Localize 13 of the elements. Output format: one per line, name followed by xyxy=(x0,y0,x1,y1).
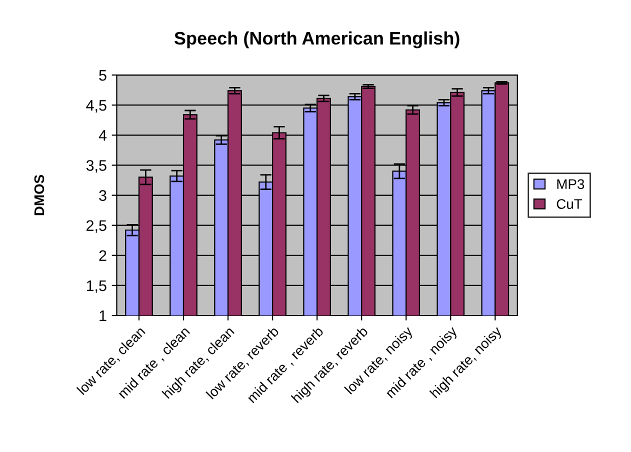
legend-label: CuT xyxy=(556,199,582,209)
y-tick-label: 2,5 xyxy=(86,220,106,233)
y-tick-label: 1,5 xyxy=(86,280,106,293)
y-tick-label: 4 xyxy=(98,130,107,141)
y-axis-title: DMOS xyxy=(34,174,44,216)
legend-label: MP3 xyxy=(557,179,584,190)
y-tick-label: 3 xyxy=(99,190,106,201)
y-tick-label: 5 xyxy=(99,70,106,81)
y-tick-label: 1 xyxy=(100,310,106,322)
y-tick-label: 3,5 xyxy=(86,160,106,173)
y-tick-label: 2 xyxy=(99,250,106,261)
y-tick-label: 4,5 xyxy=(86,100,106,113)
chart-title: Speech (North American English) xyxy=(174,31,460,48)
